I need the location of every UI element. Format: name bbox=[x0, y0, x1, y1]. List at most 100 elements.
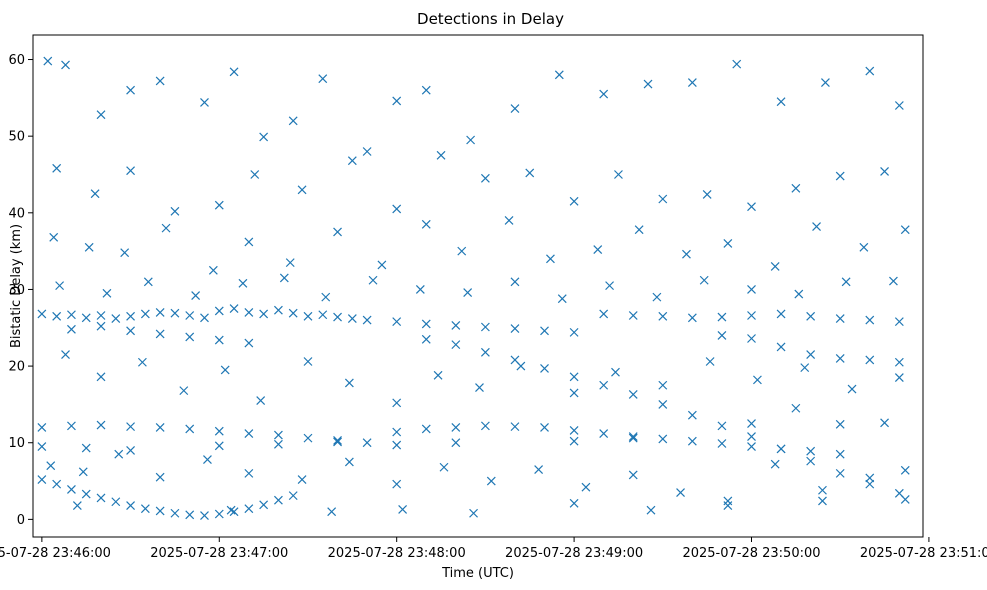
data-point bbox=[244, 308, 254, 317]
data-point bbox=[421, 85, 431, 95]
data-point bbox=[658, 380, 668, 390]
chart-title: Detections in Delay bbox=[417, 10, 564, 28]
data-point bbox=[185, 510, 195, 520]
data-point bbox=[137, 357, 147, 367]
data-point bbox=[279, 273, 289, 283]
data-point bbox=[333, 436, 342, 445]
data-point bbox=[155, 472, 165, 482]
data-point bbox=[776, 309, 786, 319]
data-point bbox=[220, 365, 230, 375]
data-point bbox=[214, 509, 224, 519]
data-point bbox=[510, 422, 520, 432]
data-point bbox=[702, 189, 712, 199]
data-point bbox=[185, 311, 195, 320]
data-point bbox=[421, 334, 431, 344]
data-point bbox=[900, 495, 910, 504]
data-point bbox=[344, 378, 354, 388]
data-point bbox=[776, 342, 786, 352]
data-point bbox=[421, 319, 431, 329]
data-point bbox=[140, 309, 150, 319]
data-point bbox=[37, 442, 47, 451]
data-point bbox=[392, 96, 402, 106]
data-point bbox=[297, 185, 307, 195]
data-point bbox=[214, 335, 224, 345]
data-point bbox=[200, 313, 209, 323]
data-point bbox=[569, 327, 579, 337]
data-point bbox=[49, 232, 59, 242]
data-point bbox=[229, 67, 239, 77]
data-point bbox=[687, 78, 697, 87]
data-point bbox=[463, 288, 473, 297]
data-point bbox=[229, 304, 239, 314]
data-point bbox=[791, 403, 801, 413]
data-point bbox=[81, 489, 91, 499]
data-point bbox=[791, 183, 801, 193]
data-point bbox=[806, 446, 816, 456]
data-point bbox=[569, 372, 579, 382]
data-point bbox=[717, 331, 727, 340]
data-point bbox=[894, 373, 904, 383]
data-point bbox=[185, 424, 195, 434]
data-point bbox=[475, 383, 484, 392]
data-point bbox=[43, 56, 53, 66]
data-point bbox=[214, 306, 224, 316]
data-point bbox=[200, 511, 209, 520]
data-point bbox=[806, 350, 816, 360]
data-point bbox=[102, 288, 112, 298]
data-point bbox=[170, 308, 180, 318]
data-point bbox=[244, 504, 254, 514]
data-point bbox=[889, 276, 898, 286]
data-point bbox=[658, 399, 668, 409]
data-point bbox=[155, 422, 165, 432]
data-point bbox=[37, 422, 47, 432]
data-point bbox=[652, 292, 662, 302]
data-point bbox=[628, 311, 638, 320]
data-point bbox=[347, 156, 357, 166]
data-point bbox=[776, 444, 786, 454]
data-point bbox=[179, 386, 189, 396]
data-point bbox=[288, 308, 298, 318]
data-point bbox=[46, 461, 56, 471]
data-point bbox=[37, 309, 47, 319]
data-point bbox=[486, 476, 496, 486]
data-point bbox=[244, 338, 254, 348]
data-point bbox=[599, 309, 609, 319]
data-point bbox=[214, 441, 224, 451]
data-point bbox=[415, 285, 425, 294]
data-point bbox=[52, 163, 62, 173]
data-point bbox=[628, 432, 638, 442]
data-point bbox=[288, 116, 298, 126]
data-point bbox=[658, 434, 668, 444]
data-point bbox=[126, 422, 135, 432]
data-point bbox=[126, 501, 135, 511]
data-point bbox=[439, 462, 449, 472]
y-tick-label: 20 bbox=[8, 360, 25, 375]
data-point bbox=[191, 291, 201, 301]
data-point bbox=[318, 310, 328, 320]
data-point bbox=[557, 294, 567, 304]
data-point bbox=[747, 419, 756, 428]
data-point bbox=[747, 311, 756, 320]
data-point bbox=[747, 285, 756, 294]
data-point bbox=[52, 311, 62, 321]
data-point bbox=[303, 311, 313, 321]
data-point bbox=[368, 275, 378, 285]
data-point bbox=[747, 432, 756, 442]
data-point bbox=[120, 248, 130, 258]
data-point bbox=[111, 314, 121, 323]
data-point bbox=[658, 311, 668, 321]
data-point bbox=[510, 104, 520, 113]
data-point bbox=[451, 321, 461, 330]
data-point bbox=[244, 468, 254, 478]
x-tick-label: 2025-07-28 23:50:00 bbox=[682, 546, 820, 561]
data-point bbox=[285, 258, 295, 268]
data-point bbox=[226, 505, 236, 515]
data-point bbox=[835, 419, 845, 429]
data-point bbox=[835, 314, 845, 323]
data-point bbox=[510, 277, 520, 287]
data-point bbox=[699, 275, 709, 285]
data-point bbox=[628, 470, 638, 480]
data-point bbox=[569, 426, 579, 435]
data-point bbox=[155, 506, 165, 516]
data-point bbox=[569, 196, 579, 206]
